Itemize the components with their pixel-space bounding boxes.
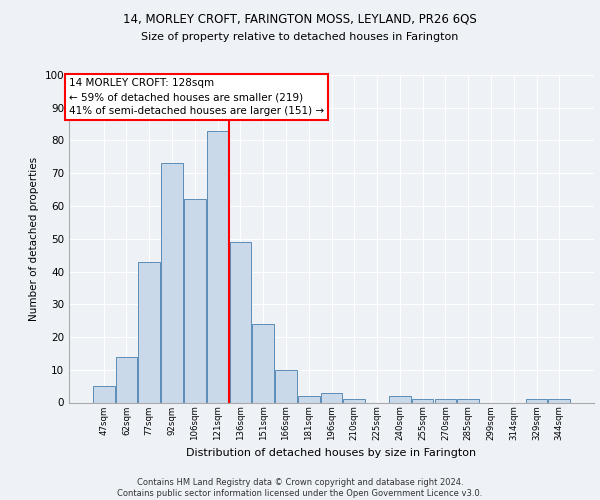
Bar xyxy=(184,200,206,402)
Bar xyxy=(548,399,570,402)
Bar xyxy=(343,399,365,402)
Bar xyxy=(139,262,160,402)
Text: 14 MORLEY CROFT: 128sqm
← 59% of detached houses are smaller (219)
41% of semi-d: 14 MORLEY CROFT: 128sqm ← 59% of detache… xyxy=(69,78,324,116)
Bar xyxy=(207,130,229,402)
Text: Contains HM Land Registry data © Crown copyright and database right 2024.
Contai: Contains HM Land Registry data © Crown c… xyxy=(118,478,482,498)
Bar xyxy=(526,399,547,402)
Bar xyxy=(389,396,410,402)
Bar xyxy=(320,392,343,402)
Bar xyxy=(434,399,456,402)
Bar xyxy=(298,396,320,402)
Bar xyxy=(93,386,115,402)
Bar xyxy=(457,399,479,402)
Bar xyxy=(116,356,137,403)
Text: 14, MORLEY CROFT, FARINGTON MOSS, LEYLAND, PR26 6QS: 14, MORLEY CROFT, FARINGTON MOSS, LEYLAN… xyxy=(123,12,477,26)
Bar xyxy=(230,242,251,402)
Y-axis label: Number of detached properties: Number of detached properties xyxy=(29,156,39,321)
Bar xyxy=(161,164,183,402)
Bar xyxy=(253,324,274,402)
Bar xyxy=(412,399,433,402)
Bar xyxy=(275,370,297,402)
X-axis label: Distribution of detached houses by size in Farington: Distribution of detached houses by size … xyxy=(187,448,476,458)
Text: Size of property relative to detached houses in Farington: Size of property relative to detached ho… xyxy=(142,32,458,42)
